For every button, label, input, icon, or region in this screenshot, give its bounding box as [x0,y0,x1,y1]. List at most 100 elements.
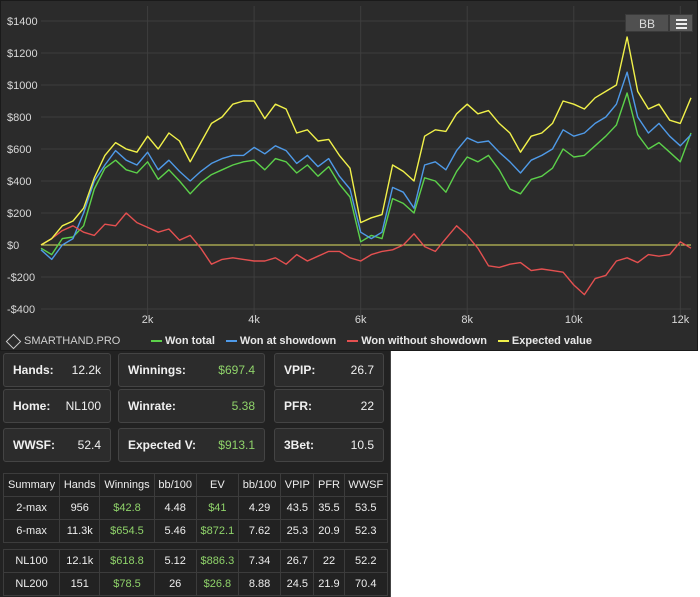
column-header[interactable]: Summary [2,473,61,497]
table-cell: $41 [195,496,239,520]
x-tick-label: 4k [248,314,260,326]
stat-value: 22 [360,399,374,413]
y-tick-label: $800 [7,112,31,124]
table-cell: $42.8 [99,496,155,520]
stat-label: PFR: [284,399,312,413]
legend-swatch [151,340,162,342]
column-header[interactable]: VPIP [280,473,315,497]
stat-value: 52.4 [77,438,101,452]
column-header[interactable]: PFR [313,473,345,497]
table-cell: $886.3 [195,549,239,573]
x-tick-label: 8k [461,314,473,326]
table-cell: 21.9 [313,572,345,596]
column-header[interactable]: bb/100 [237,473,282,497]
stat-label: Winrate: [128,399,176,413]
stat-label: WWSF: [13,438,55,452]
x-tick-label: 10k [565,314,583,326]
table-cell: $654.5 [99,519,155,543]
column-header[interactable]: Winnings [99,473,155,497]
table-cell: 7.62 [237,519,282,543]
column-header[interactable]: WWSF [343,473,389,497]
table-cell: 2-max [2,496,61,520]
table-row[interactable]: NL100 12.1k $618.8 5.12 $886.3 7.34 26.7 22 52.2 [2,549,389,573]
y-tick-label: $1000 [7,80,38,92]
y-tick-label: -$200 [7,272,35,284]
bb-toggle-button[interactable]: BB [625,14,669,32]
table-cell: 4.29 [237,496,282,520]
table-header-row: Summary Hands Winnings bb/100 EV bb/100 … [2,473,389,497]
column-header[interactable]: Hands [59,473,101,497]
y-tick-label: -$400 [7,304,35,316]
menu-icon [676,19,687,21]
x-tick-label: 2k [142,314,154,326]
legend-swatch [225,340,237,342]
stat-value: 12.2k [71,363,101,377]
legend-swatch [347,340,359,342]
legend-swatch [497,340,509,342]
stat-value: 5.38 [231,399,255,413]
column-header[interactable]: EV [195,473,239,497]
table-body: 2-max 956 $42.8 4.48 $41 4.29 43.5 35.5 53.5 6-ma… [2,496,389,596]
legend-label: Expected value [511,335,593,347]
table-group-gap [4,543,388,550]
table-cell: 6-max [2,519,61,543]
stat-winrate: Winrate: 5.38 [118,389,265,423]
stat-pfr: PFR: 22 [274,389,384,423]
table-cell: 70.4 [343,572,389,596]
legend-item-no-showdown[interactable]: Won without showdown [347,335,487,347]
stat-label: Expected V: [128,438,197,452]
stat-label: VPIP: [284,363,316,377]
table-cell: 26 [153,572,197,596]
table-cell: 151 [59,572,101,596]
table-cell: 8.88 [237,572,282,596]
watermark-text: SMARTHAND.PRO [24,335,121,347]
table-cell: $26.8 [195,572,239,596]
legend-item-showdown[interactable]: Won at showdown [225,335,336,347]
stat-label: 3Bet: [284,438,315,452]
stat-winnings: Winnings: $697.4 [118,353,265,387]
table-cell: 5.12 [153,549,197,573]
table-cell: 26.7 [280,549,315,573]
y-tick-label: $600 [7,144,31,156]
stat-home: Home: NL100 [3,389,111,423]
table-cell: 35.5 [313,496,345,520]
table-cell: $78.5 [99,572,155,596]
stat-expected-value: Expected V: $913.1 [118,428,265,462]
stat-value: 26.7 [350,363,374,377]
table-cell: NL100 [2,549,61,573]
table-cell: $872.1 [195,519,239,543]
table-cell: 5.46 [153,519,197,543]
x-tick-label: 12k [671,314,689,326]
menu-icon-bar [676,23,687,25]
legend-item-won-total[interactable]: Won total [151,335,215,347]
y-tick-label: $1200 [7,48,38,60]
table-cell: 52.2 [343,549,389,573]
stat-value: $913.1 [218,438,255,452]
table-cell: 7.34 [237,549,282,573]
table-row[interactable]: 2-max 956 $42.8 4.48 $41 4.29 43.5 35.5 53.5 [2,496,389,520]
legend-label: Won without showdown [361,335,487,347]
stat-hands: Hands: 12.2k [3,353,111,387]
y-tick-label: $200 [7,208,31,220]
series-line-no-showdown [40,212,692,296]
table-row[interactable]: NL200 151 $78.5 26 $26.8 8.88 24.5 21.9 70.4 [2,572,389,596]
table-cell: NL200 [2,572,61,596]
table-cell: 22 [313,549,345,573]
chart-menu-button[interactable] [669,14,693,32]
legend-label: Won total [165,335,215,347]
series-line-won-total [40,92,692,256]
table-cell: 11.3k [59,519,101,543]
table-cell: 12.1k [59,549,101,573]
line-chart: -$400 -$200 $0 $200 $400 $600 $800 $1000 $1200 $1… [7,6,692,326]
table-cell: 53.5 [343,496,389,520]
series-line-ev [40,36,692,246]
legend-item-ev[interactable]: Expected value [497,335,593,347]
y-tick-label: $1400 [7,16,38,28]
table-row[interactable]: 6-max 11.3k $654.5 5.46 $872.1 7.62 25.3 20.9 52… [2,519,389,543]
stat-3bet: 3Bet: 10.5 [274,428,384,462]
table-cell: 956 [59,496,101,520]
stat-vpip: VPIP: 26.7 [274,353,384,387]
table-cell: 24.5 [280,572,315,596]
chart-legend: Won total Won at showdown Won without sh… [151,335,592,347]
column-header[interactable]: bb/100 [153,473,197,497]
